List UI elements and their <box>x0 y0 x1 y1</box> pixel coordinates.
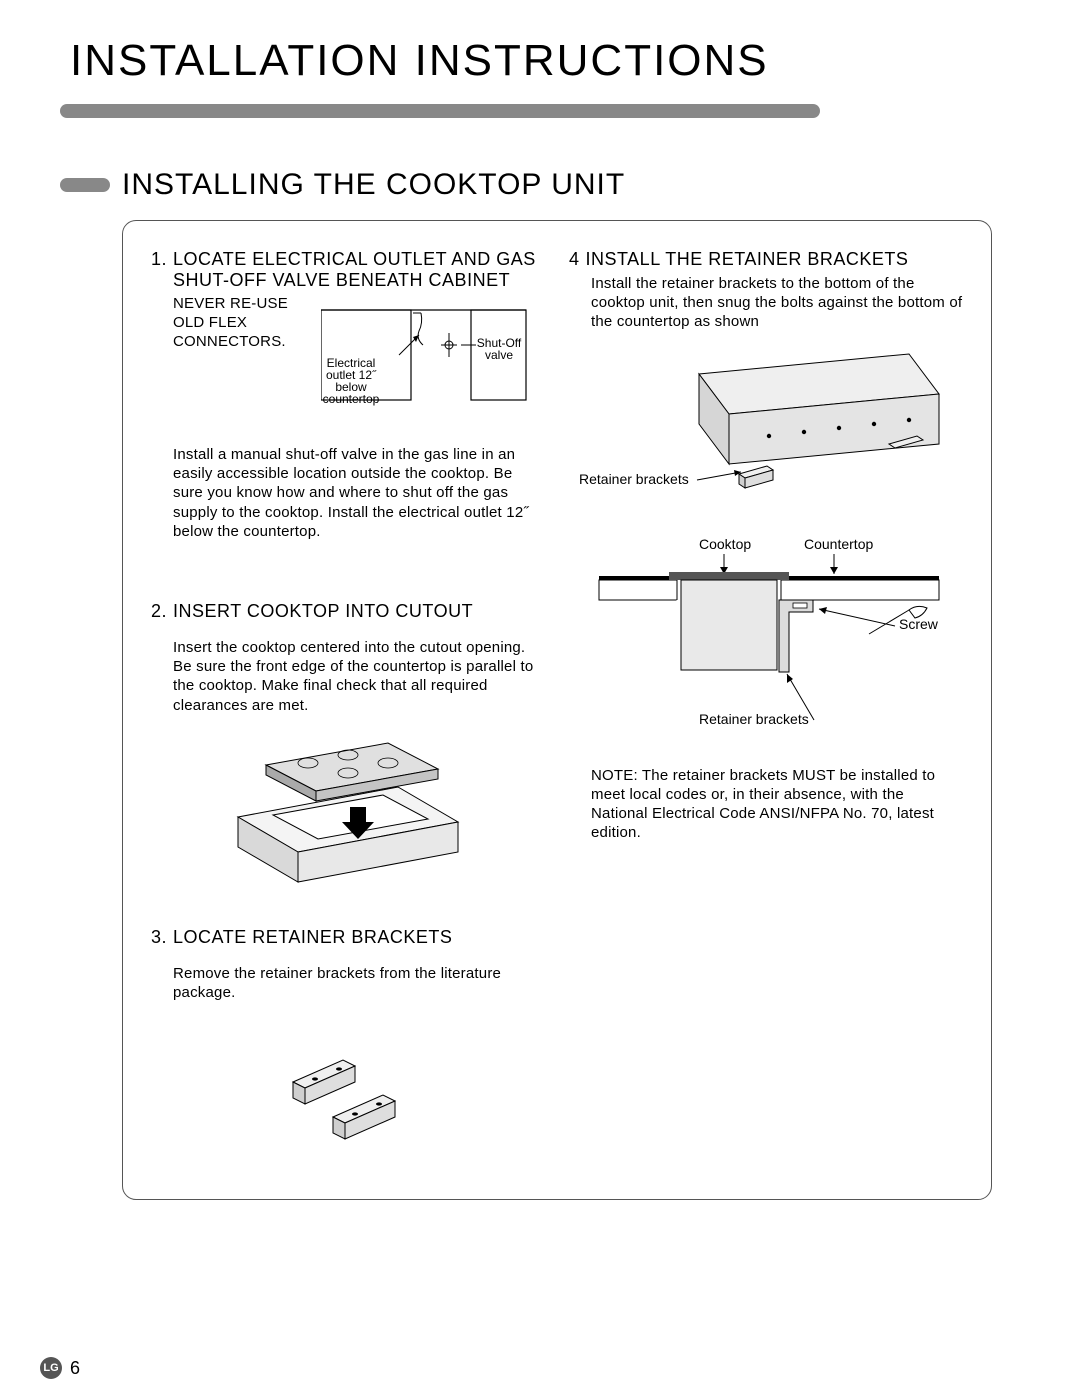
lg-logo-icon: LG <box>40 1357 62 1379</box>
cabinet-diagram: Electrical outlet 12˝ below countertop S… <box>321 295 531 425</box>
step1-warning: NEVER RE-USE OLD FLEX CONNECTORS. <box>173 295 313 351</box>
step3-body: Remove the retainer brackets from the li… <box>173 964 545 1002</box>
step4-heading: 4 INSTALL THE RETAINER BRACKETS <box>569 249 963 270</box>
bracket-crosssection-diagram: Cooktop Countertop <box>569 534 959 754</box>
step2-title: INSERT COOKTOP INTO CUTOUT <box>173 601 545 622</box>
step4-body: Install the retainer brackets to the bot… <box>591 274 963 332</box>
content-box: 1. LOCATE ELECTRICAL OUTLET AND GAS SHUT… <box>122 220 992 1200</box>
svg-text:Cooktop: Cooktop <box>699 536 751 552</box>
svg-text:countertop: countertop <box>323 392 380 406</box>
step4-title: INSTALL THE RETAINER BRACKETS <box>586 249 963 270</box>
svg-text:Screw: Screw <box>899 616 939 632</box>
step4-num: 4 <box>569 249 580 270</box>
step1-title: LOCATE ELECTRICAL OUTLET AND GAS SHUT-OF… <box>173 249 545 291</box>
svg-text:valve: valve <box>485 348 513 362</box>
insert-cooktop-diagram <box>228 727 468 897</box>
right-column: 4 INSTALL THE RETAINER BRACKETS Install … <box>569 249 963 1152</box>
svg-text:Countertop: Countertop <box>804 536 873 552</box>
left-column: 1. LOCATE ELECTRICAL OUTLET AND GAS SHUT… <box>151 249 545 1152</box>
svg-text:Retainer brackets: Retainer brackets <box>699 711 809 727</box>
retainer-brackets-diagram <box>258 1022 438 1152</box>
columns: 1. LOCATE ELECTRICAL OUTLET AND GAS SHUT… <box>151 249 963 1152</box>
step1-body: Install a manual shut-off valve in the g… <box>173 445 545 541</box>
step3-num: 3. <box>151 927 167 948</box>
step1-heading: 1. LOCATE ELECTRICAL OUTLET AND GAS SHUT… <box>151 249 545 291</box>
page-title: INSTALLATION INSTRUCTIONS <box>70 36 1020 86</box>
step2-num: 2. <box>151 601 167 622</box>
step2-heading: 2. INSERT COOKTOP INTO CUTOUT <box>151 601 545 622</box>
section-title: INSTALLING THE COOKTOP UNIT <box>122 168 625 202</box>
cooktop-underside-diagram: Retainer brackets <box>569 344 959 514</box>
step1-num: 1. <box>151 249 167 291</box>
svg-text:Retainer brackets: Retainer brackets <box>579 471 689 487</box>
section-bullet <box>60 178 110 192</box>
title-bar <box>60 104 820 118</box>
step3-title: LOCATE RETAINER BRACKETS <box>173 927 545 948</box>
footer: LG 6 <box>40 1357 80 1379</box>
step1-figure-row: NEVER RE-USE OLD FLEX CONNECTORS. <box>173 295 545 425</box>
step4-note: NOTE: The retainer brackets MUST be inst… <box>591 766 963 843</box>
page-number: 6 <box>70 1358 80 1379</box>
section-header: INSTALLING THE COOKTOP UNIT <box>60 168 1020 202</box>
step3-heading: 3. LOCATE RETAINER BRACKETS <box>151 927 545 948</box>
step2-body: Insert the cooktop centered into the cut… <box>173 638 545 715</box>
